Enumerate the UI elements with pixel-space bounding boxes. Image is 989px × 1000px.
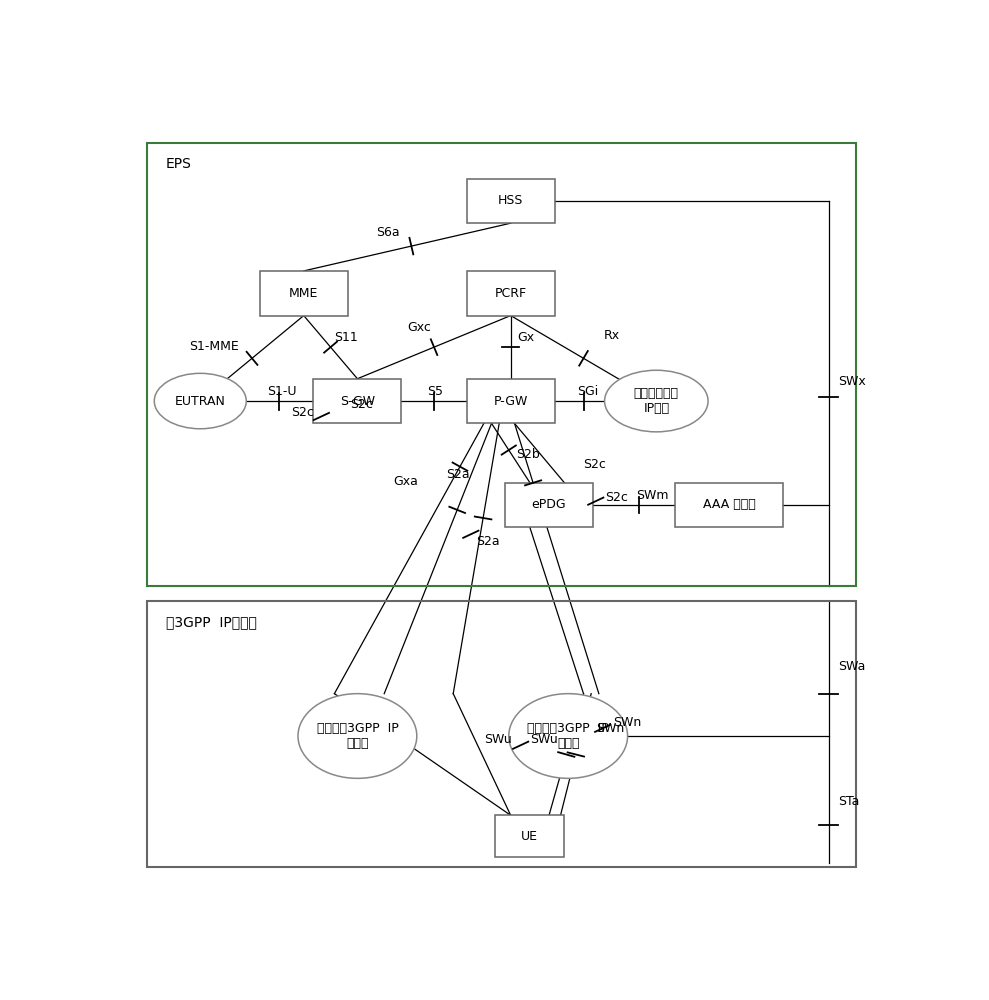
Text: AAA 服务器: AAA 服务器: [703, 498, 756, 512]
Text: PCRF: PCRF: [494, 287, 527, 300]
Text: Rx: Rx: [604, 329, 620, 342]
Text: P-GW: P-GW: [494, 395, 528, 408]
FancyBboxPatch shape: [314, 379, 402, 423]
Text: SWu: SWu: [485, 733, 512, 746]
Text: EPS: EPS: [166, 157, 192, 171]
Text: S2a: S2a: [477, 535, 499, 548]
Text: SWu: SWu: [530, 733, 558, 746]
Ellipse shape: [154, 373, 246, 429]
Text: 不信任非3GPP  IP
接入网: 不信任非3GPP IP 接入网: [527, 722, 609, 750]
Text: Gxa: Gxa: [394, 475, 418, 488]
Text: 运营商提供的
IP业务: 运营商提供的 IP业务: [634, 387, 678, 415]
Text: 非3GPP  IP接入网: 非3GPP IP接入网: [166, 615, 257, 629]
FancyBboxPatch shape: [467, 379, 555, 423]
Text: SWa: SWa: [838, 660, 865, 673]
Text: S2b: S2b: [515, 448, 539, 461]
Text: S6a: S6a: [376, 226, 400, 239]
Text: S5: S5: [427, 385, 444, 398]
Text: Gx: Gx: [517, 331, 535, 344]
Text: S2c: S2c: [584, 458, 606, 471]
Text: S2c: S2c: [605, 491, 628, 504]
Text: EUTRAN: EUTRAN: [175, 395, 225, 408]
Text: UE: UE: [521, 830, 538, 843]
Text: SWn: SWn: [612, 716, 641, 729]
Text: S1-U: S1-U: [268, 385, 297, 398]
Bar: [146, 601, 855, 867]
FancyBboxPatch shape: [467, 179, 555, 223]
Text: S2a: S2a: [446, 468, 470, 481]
Ellipse shape: [508, 694, 628, 778]
Text: Gxc: Gxc: [406, 321, 430, 334]
Text: SWm: SWm: [636, 489, 669, 502]
Text: S2c: S2c: [350, 398, 373, 411]
Text: S2c: S2c: [291, 406, 314, 419]
Text: SWn: SWn: [596, 722, 624, 735]
Bar: [146, 143, 855, 586]
Text: 可信任非3GPP  IP
接入网: 可信任非3GPP IP 接入网: [316, 722, 399, 750]
Text: S1-MME: S1-MME: [189, 340, 239, 353]
Text: S11: S11: [334, 331, 358, 344]
Text: ePDG: ePDG: [532, 498, 567, 512]
Text: S-GW: S-GW: [340, 395, 375, 408]
FancyBboxPatch shape: [260, 271, 348, 316]
Text: STa: STa: [838, 795, 859, 808]
Ellipse shape: [298, 694, 416, 778]
Text: SGi: SGi: [578, 385, 598, 398]
FancyBboxPatch shape: [675, 483, 783, 527]
Text: HSS: HSS: [498, 194, 523, 207]
Text: SWx: SWx: [838, 375, 865, 388]
FancyBboxPatch shape: [467, 271, 555, 316]
Ellipse shape: [604, 370, 708, 432]
FancyBboxPatch shape: [495, 815, 565, 857]
Text: MME: MME: [289, 287, 318, 300]
FancyBboxPatch shape: [505, 483, 593, 527]
